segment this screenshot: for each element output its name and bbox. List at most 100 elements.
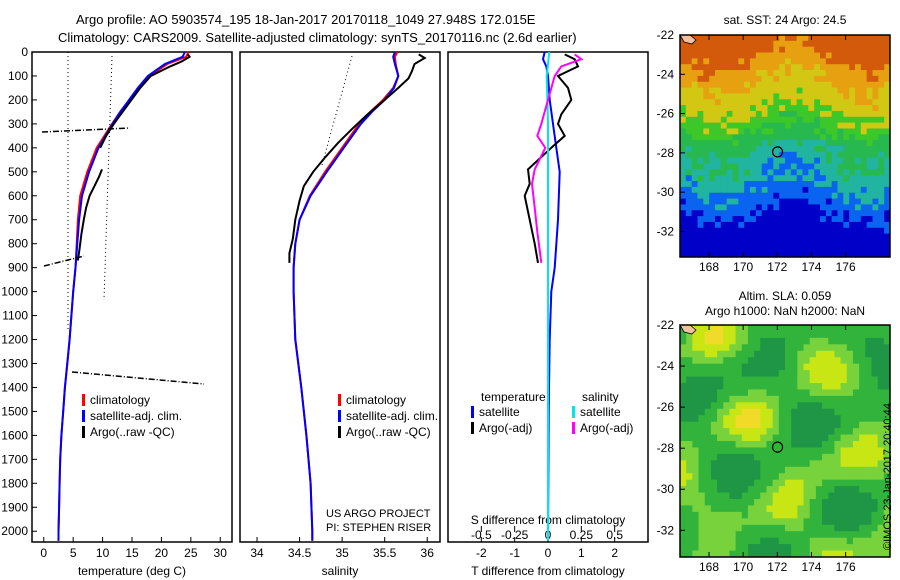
map-cell bbox=[698, 518, 706, 526]
map-cell bbox=[825, 134, 833, 141]
map-cell bbox=[691, 35, 698, 42]
map-cell bbox=[846, 511, 854, 519]
map-cell bbox=[766, 447, 774, 455]
map-cell bbox=[785, 134, 792, 141]
map-cell bbox=[750, 151, 757, 159]
map-cell bbox=[815, 492, 823, 500]
map-cell bbox=[723, 331, 730, 339]
map-cell bbox=[852, 518, 860, 526]
map-cell bbox=[761, 151, 768, 159]
map-cell bbox=[697, 169, 704, 176]
map-cell bbox=[773, 116, 780, 124]
map-cell bbox=[791, 350, 798, 358]
map-cell bbox=[790, 151, 798, 159]
map-cell bbox=[732, 175, 739, 182]
map-cell bbox=[828, 466, 835, 474]
map-cell bbox=[846, 537, 854, 545]
map-cell bbox=[715, 81, 722, 88]
map-cell bbox=[761, 233, 768, 240]
map-cell bbox=[741, 511, 749, 519]
map-cell bbox=[865, 331, 872, 339]
map-cell bbox=[822, 395, 829, 403]
map-cell bbox=[846, 395, 854, 403]
map-cell bbox=[859, 383, 866, 390]
map-cell bbox=[685, 239, 693, 246]
map-cell bbox=[860, 122, 868, 129]
map-cell bbox=[866, 210, 873, 217]
map-cell bbox=[815, 428, 823, 435]
map-cell bbox=[729, 428, 736, 435]
map-cell bbox=[697, 35, 704, 42]
map-cell bbox=[778, 350, 786, 358]
map-cell bbox=[809, 544, 817, 551]
map-cell bbox=[849, 186, 856, 194]
map-cell bbox=[855, 198, 862, 205]
map-cell bbox=[797, 421, 804, 429]
map-cell bbox=[741, 473, 749, 481]
map-cell bbox=[860, 251, 868, 258]
map-cell bbox=[785, 499, 792, 506]
map-cell bbox=[680, 122, 687, 129]
map-cell bbox=[750, 227, 757, 235]
map-cell bbox=[760, 434, 767, 442]
map-cell bbox=[715, 169, 722, 176]
map-cell bbox=[877, 350, 885, 358]
map-cell bbox=[843, 192, 850, 199]
map-cell bbox=[790, 192, 798, 199]
map-cell bbox=[750, 157, 757, 164]
legend-title-temperature: temperature bbox=[481, 390, 546, 404]
map-cell bbox=[754, 511, 761, 519]
map-cell bbox=[698, 363, 706, 371]
map-cell bbox=[791, 370, 798, 377]
map-cell bbox=[761, 198, 768, 205]
map-cell bbox=[871, 473, 879, 481]
map-cell bbox=[803, 441, 811, 448]
map-cell bbox=[709, 122, 716, 129]
map-cell bbox=[744, 227, 751, 235]
map-cell bbox=[840, 376, 848, 384]
map-cell bbox=[865, 350, 872, 358]
map-cell bbox=[865, 537, 872, 545]
map-cell bbox=[843, 40, 850, 48]
map-cell bbox=[704, 395, 712, 403]
map-cell bbox=[686, 331, 693, 339]
map-cell bbox=[797, 415, 804, 423]
map-cell bbox=[796, 140, 803, 147]
map-cell bbox=[797, 479, 804, 487]
map-cell bbox=[741, 350, 749, 358]
map-cell bbox=[738, 35, 745, 42]
map-cell bbox=[747, 544, 755, 551]
map-cell bbox=[710, 531, 718, 539]
map-cell bbox=[822, 466, 829, 474]
map-cell bbox=[883, 428, 891, 435]
map-cell bbox=[755, 58, 763, 65]
map-cell bbox=[760, 363, 767, 371]
map-cell bbox=[720, 40, 728, 48]
map-cell bbox=[852, 389, 860, 397]
map-cell bbox=[837, 46, 844, 53]
map-cell bbox=[754, 337, 761, 345]
map-cell bbox=[760, 357, 767, 365]
y-tick-label: 1600 bbox=[1, 428, 28, 442]
map-cell bbox=[796, 239, 803, 246]
map-cell bbox=[877, 402, 885, 410]
map-cell bbox=[726, 175, 733, 182]
map-cell bbox=[766, 537, 774, 545]
s-x-tick-label: 0.5 bbox=[606, 528, 623, 542]
map-cell bbox=[855, 233, 862, 240]
map-cell bbox=[825, 233, 833, 240]
map-cell bbox=[852, 486, 860, 493]
map-cell bbox=[697, 46, 704, 53]
map-cell bbox=[822, 524, 829, 532]
map-cell bbox=[814, 140, 821, 147]
map-cell bbox=[772, 499, 780, 506]
map-cell bbox=[834, 544, 841, 551]
map-cell bbox=[860, 35, 868, 42]
map-cell bbox=[744, 93, 751, 100]
map-cell bbox=[685, 186, 693, 194]
map-cell bbox=[772, 350, 780, 358]
map-cell bbox=[778, 492, 786, 500]
map-cell bbox=[825, 46, 833, 53]
map-cell bbox=[883, 389, 891, 397]
map-cell bbox=[726, 122, 733, 129]
